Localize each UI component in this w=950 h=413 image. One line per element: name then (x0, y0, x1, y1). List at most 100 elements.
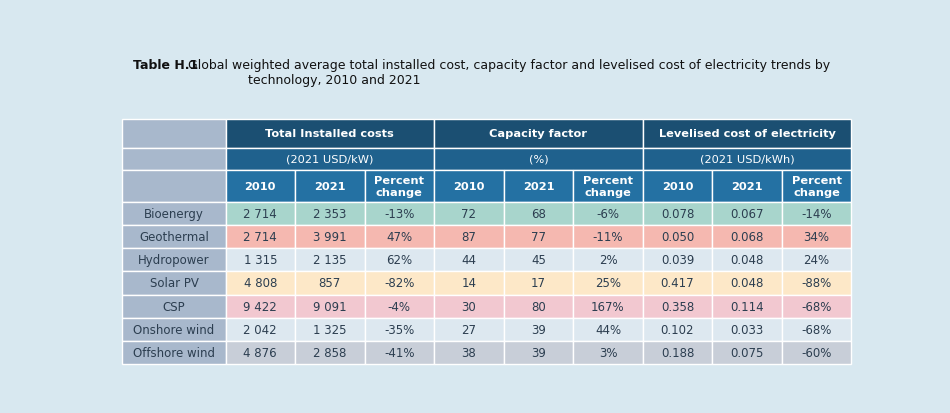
Text: 0.033: 0.033 (731, 323, 764, 336)
Text: 2 714: 2 714 (243, 207, 277, 220)
Bar (504, 272, 573, 295)
Bar (643, 249, 712, 272)
Text: 0.188: 0.188 (661, 347, 694, 359)
Bar (782, 202, 851, 225)
Bar (712, 341, 782, 364)
Text: 3 991: 3 991 (313, 230, 347, 243)
Text: 39: 39 (531, 347, 546, 359)
Bar (573, 341, 643, 364)
Text: Hydropower: Hydropower (138, 254, 210, 267)
Bar (123, 119, 225, 148)
Bar (504, 295, 573, 318)
Text: -41%: -41% (384, 347, 414, 359)
Bar (504, 202, 573, 225)
Text: 0.048: 0.048 (731, 254, 764, 267)
Text: 0.417: 0.417 (660, 277, 694, 290)
Text: 45: 45 (531, 254, 546, 267)
Bar (573, 249, 643, 272)
Bar (643, 225, 712, 249)
Bar (643, 171, 712, 202)
Text: 2 353: 2 353 (314, 207, 347, 220)
Bar (504, 225, 573, 249)
Bar (295, 272, 365, 295)
Bar (782, 295, 851, 318)
Text: 2010: 2010 (244, 181, 276, 191)
Text: 1 315: 1 315 (243, 254, 277, 267)
Text: 9 091: 9 091 (313, 300, 347, 313)
Bar (295, 318, 365, 341)
Bar (123, 249, 225, 272)
Text: 167%: 167% (591, 300, 625, 313)
Text: 2 858: 2 858 (314, 347, 347, 359)
Text: Percent
change: Percent change (374, 176, 425, 197)
Text: 9 422: 9 422 (243, 300, 277, 313)
Bar (573, 171, 643, 202)
Bar (225, 225, 295, 249)
Bar (123, 225, 225, 249)
Bar (225, 295, 295, 318)
Text: Offshore wind: Offshore wind (133, 347, 215, 359)
Text: 44%: 44% (595, 323, 621, 336)
Bar (643, 148, 851, 171)
Bar (782, 341, 851, 364)
Bar (504, 171, 573, 202)
Text: 77: 77 (531, 230, 546, 243)
Bar (365, 171, 434, 202)
Bar (225, 318, 295, 341)
Text: 34%: 34% (804, 230, 829, 243)
Text: 62%: 62% (387, 254, 412, 267)
Bar (712, 171, 782, 202)
Text: 24%: 24% (804, 254, 829, 267)
Bar (712, 202, 782, 225)
Bar (365, 249, 434, 272)
Text: -13%: -13% (384, 207, 414, 220)
Bar (573, 272, 643, 295)
Text: 30: 30 (462, 300, 476, 313)
Text: 1 325: 1 325 (314, 323, 347, 336)
Text: -68%: -68% (802, 300, 832, 313)
Bar (365, 272, 434, 295)
Text: 3%: 3% (598, 347, 618, 359)
Text: 14: 14 (462, 277, 476, 290)
Bar (295, 249, 365, 272)
Bar (123, 295, 225, 318)
Text: -60%: -60% (802, 347, 832, 359)
Bar (712, 225, 782, 249)
Text: 0.048: 0.048 (731, 277, 764, 290)
Bar (123, 148, 225, 171)
Bar (573, 225, 643, 249)
Text: 0.067: 0.067 (731, 207, 764, 220)
Bar (782, 171, 851, 202)
Bar (225, 249, 295, 272)
Bar (504, 318, 573, 341)
Bar (712, 272, 782, 295)
Bar (643, 341, 712, 364)
Text: 39: 39 (531, 323, 546, 336)
Text: 2 042: 2 042 (243, 323, 277, 336)
Text: (2021 USD/kW): (2021 USD/kW) (286, 154, 373, 164)
Bar (225, 341, 295, 364)
Bar (434, 341, 504, 364)
Bar (225, 119, 434, 148)
Text: CSP: CSP (162, 300, 185, 313)
Bar (643, 119, 851, 148)
Bar (434, 295, 504, 318)
Bar (123, 341, 225, 364)
Text: 0.068: 0.068 (731, 230, 764, 243)
Bar (295, 171, 365, 202)
Bar (434, 148, 643, 171)
Text: Total Installed costs: Total Installed costs (265, 129, 394, 139)
Text: Solar PV: Solar PV (149, 277, 199, 290)
Text: Percent
change: Percent change (583, 176, 633, 197)
Bar (365, 318, 434, 341)
Text: -6%: -6% (597, 207, 619, 220)
Bar (295, 202, 365, 225)
Bar (434, 272, 504, 295)
Bar (434, 119, 643, 148)
Bar (295, 295, 365, 318)
Text: 68: 68 (531, 207, 546, 220)
Text: 2010: 2010 (453, 181, 484, 191)
Text: 2021: 2021 (732, 181, 763, 191)
Bar (504, 249, 573, 272)
Text: 0.039: 0.039 (661, 254, 694, 267)
